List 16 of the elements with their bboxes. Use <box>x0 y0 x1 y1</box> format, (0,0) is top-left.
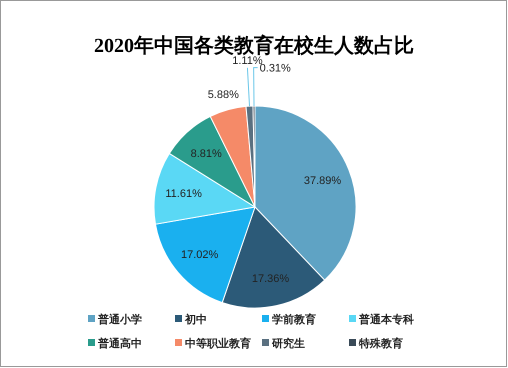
chart-title: 2020年中国各类教育在校生人数占比 <box>94 34 414 57</box>
legend-label: 研究生 <box>271 337 305 350</box>
legend-label: 初中 <box>184 313 207 326</box>
legend-label: 普通高中 <box>97 337 142 350</box>
data-label: 8.81% <box>190 148 222 160</box>
data-label: 37.89% <box>304 175 342 188</box>
data-label: 17.36% <box>252 273 290 286</box>
legend-label: 特殊教育 <box>358 337 403 350</box>
legend-label: 中等职业教育 <box>185 337 251 350</box>
legend-label: 学前教育 <box>272 313 316 326</box>
data-label: 5.88% <box>208 89 240 102</box>
legend-label: 普通小学 <box>97 313 142 326</box>
data-label: 11.61% <box>165 188 202 200</box>
data-label: 17.02% <box>181 249 219 262</box>
data-label: 0.31% <box>260 62 292 75</box>
legend-label: 普通本专科 <box>358 313 414 326</box>
